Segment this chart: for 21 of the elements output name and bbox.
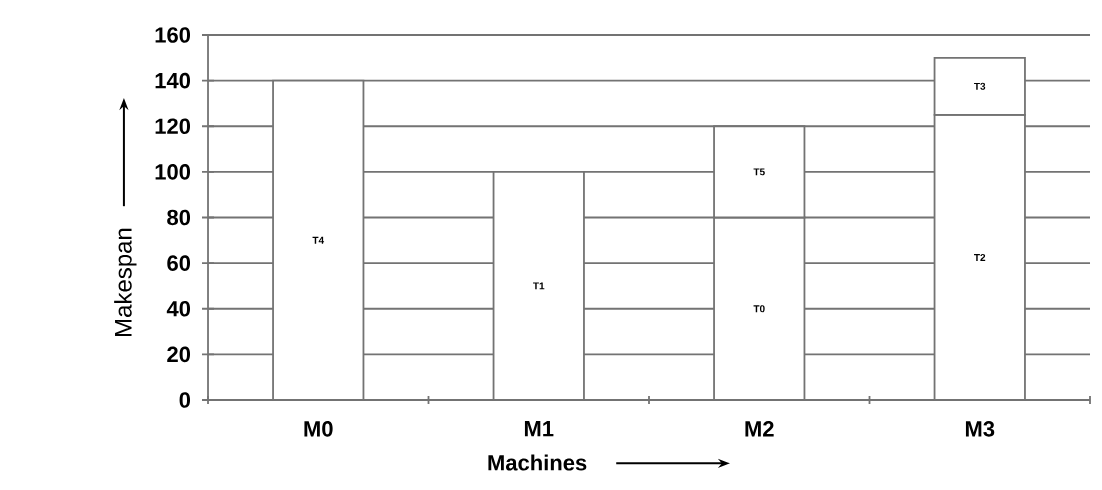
- x-tick-label: M2: [745, 421, 774, 437]
- y-axis-title: Makespan: [114, 228, 137, 336]
- data-label: T0: [753, 305, 765, 313]
- y-tick-label: 160: [155, 27, 191, 43]
- y-tick-label: 20: [167, 346, 191, 363]
- y-tick-label: 60: [167, 255, 191, 271]
- data-label: T2: [974, 253, 986, 261]
- y-tick-label: 140: [155, 72, 191, 89]
- data-label: T4: [312, 236, 325, 244]
- x-tick-label: M1: [524, 421, 554, 437]
- data-label: T1: [533, 282, 545, 290]
- y-tick-label: 100: [155, 164, 191, 180]
- data-label: T3: [974, 82, 986, 90]
- y-tick-label: 40: [166, 300, 191, 317]
- y-tick-label: 120: [155, 118, 191, 135]
- y-tick-label: 0: [179, 392, 191, 408]
- y-tick-label: 80: [167, 209, 191, 226]
- x-tick-label: M0: [304, 421, 333, 437]
- data-label: T5: [753, 168, 765, 176]
- x-tick-label: M3: [965, 421, 995, 437]
- x-axis-title: Machines: [488, 454, 587, 471]
